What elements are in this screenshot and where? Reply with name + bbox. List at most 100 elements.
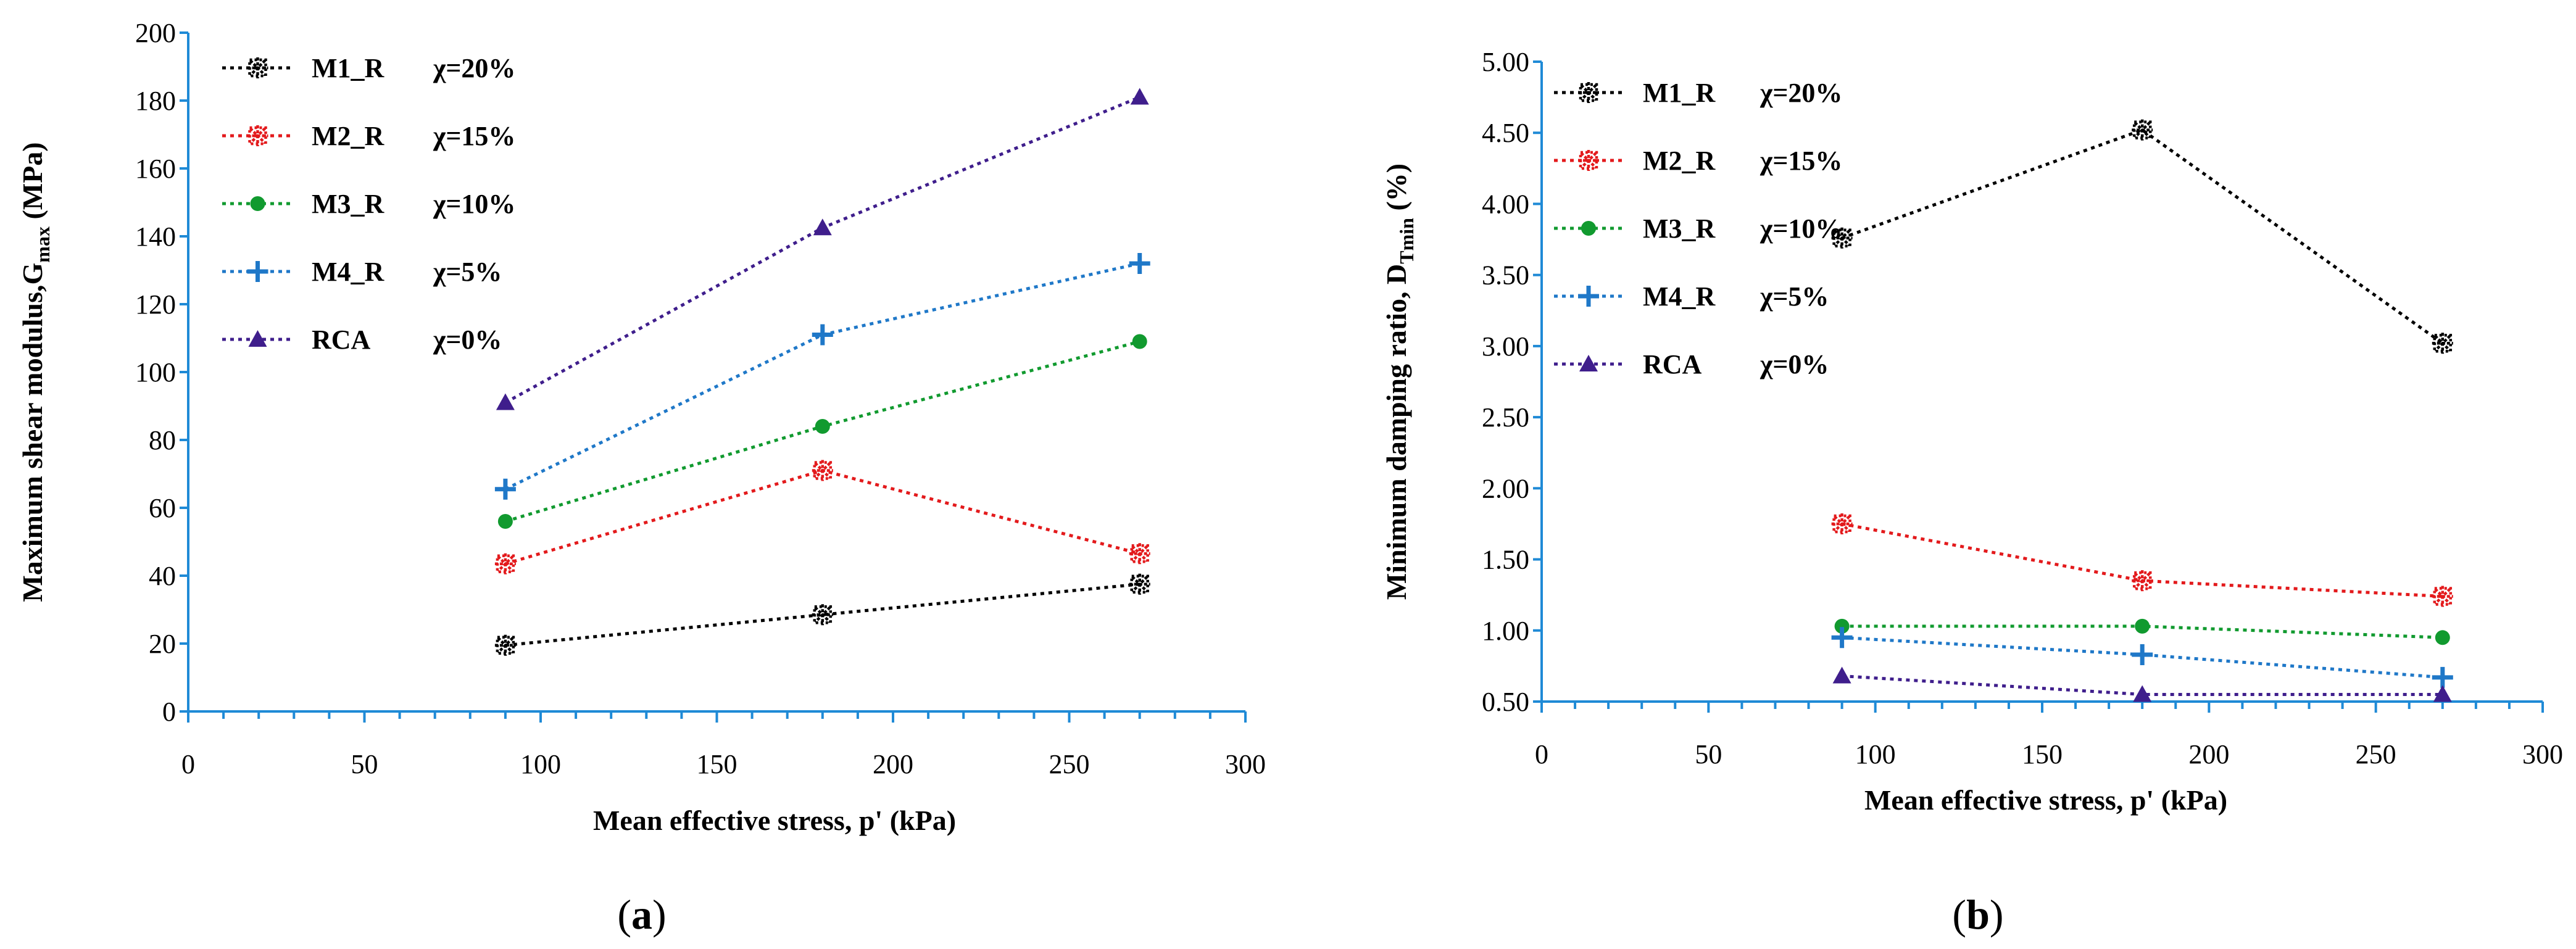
series-line — [1842, 674, 2443, 696]
y-axis-title-subscript: max — [31, 226, 54, 263]
marker-star-box — [2433, 334, 2453, 353]
marker-star-arm — [1131, 576, 1149, 593]
legend-entry: RCA χ=0% — [1554, 349, 1829, 379]
legend-entry: M1_R χ=20% — [1554, 78, 1842, 108]
marker-star-box — [1130, 574, 1149, 594]
marker-star-arm — [2434, 334, 2451, 352]
series-line — [505, 582, 1140, 647]
series-m4-r — [494, 253, 1150, 500]
x-tick-label: 0 — [181, 749, 195, 779]
panel-paren-open: ( — [1952, 891, 1966, 938]
series-m3-r — [497, 334, 1147, 529]
x-tick-label: 300 — [1225, 749, 1266, 779]
legend-chi: χ=15% — [433, 121, 515, 151]
legend-label: M4_R — [1643, 281, 1716, 312]
x-axis-title: Mean effective stress, p' (kPa) — [593, 805, 956, 836]
series-m2-r — [494, 460, 1150, 574]
data-point — [2132, 644, 2153, 665]
x-tick-label: 50 — [351, 749, 378, 779]
y-tick-label: 100 — [135, 357, 176, 387]
data-point — [497, 514, 513, 529]
y-tick-label: 180 — [135, 86, 176, 116]
panel-letter: a — [631, 891, 652, 938]
y-axis-title: Maximum shear modulus,Gmax (MPa) — [17, 142, 54, 602]
x-tick-label: 50 — [1695, 739, 1722, 769]
marker-star-arm — [1580, 84, 1597, 101]
marker-star-box — [2132, 120, 2152, 139]
y-tick-label: 4.50 — [1482, 118, 1529, 148]
y-tick-label: 60 — [149, 493, 176, 523]
y-tick-label: 140 — [135, 222, 176, 252]
legend-chi: χ=0% — [433, 325, 502, 355]
marker-star-arm — [1580, 152, 1597, 169]
legend-marker — [1578, 150, 1599, 171]
y-tick-label: 0 — [162, 697, 176, 727]
series-m4-r — [1831, 627, 2453, 688]
series-rca — [1832, 666, 2452, 702]
data-point — [494, 634, 516, 656]
marker-star-box — [496, 554, 515, 573]
legend-label: M3_R — [312, 189, 385, 219]
series-line — [1841, 128, 2444, 345]
y-tick-label: 2.50 — [1482, 402, 1529, 433]
marker-star-box — [1832, 514, 1851, 534]
marker-star-box — [2433, 587, 2453, 606]
data-point — [496, 393, 515, 410]
data-point — [494, 478, 516, 500]
panel-paren-close: ) — [652, 891, 667, 938]
y-tick-label: 1.00 — [1482, 616, 1529, 646]
marker-star-box — [248, 58, 267, 78]
legend-marker — [1581, 221, 1596, 236]
series-m2-r — [1831, 513, 2453, 607]
y-tick-label: 20 — [149, 629, 176, 659]
data-point — [494, 553, 516, 574]
legend: M1_R χ=20% M2_R χ=15% M3_R χ=10% M4_R χ=5% RCA χ=… — [222, 53, 515, 355]
legend-label: M3_R — [1643, 213, 1716, 244]
legend-marker — [250, 196, 265, 211]
marker-star-arm — [1833, 230, 1851, 247]
x-axis-title: Mean effective stress, p' (kPa) — [1864, 784, 2227, 816]
marker-star-box — [496, 636, 515, 655]
data-point — [1831, 513, 1853, 534]
data-point — [815, 419, 830, 434]
marker-star-arm — [1131, 545, 1149, 562]
marker-star-arm — [497, 555, 514, 573]
data-point — [1132, 334, 1147, 349]
data-point — [2432, 586, 2453, 607]
legend-chi: χ=20% — [1760, 78, 1842, 108]
data-point — [1834, 618, 1850, 634]
chart-a: 0 20 40 60 80 100 120 140 160 180 200 0 50 100 150 200 2… — [17, 18, 1266, 938]
data-point — [813, 218, 832, 236]
marker-star-box — [2132, 571, 2152, 591]
y-tick-label: 40 — [149, 561, 176, 591]
legend-entry: M2_R χ=15% — [1554, 146, 1842, 176]
series-line — [504, 262, 1141, 491]
x-tick-label: 250 — [1049, 749, 1090, 779]
y-axis-title-unit: (MPa) — [17, 142, 48, 226]
data-point — [2135, 618, 2150, 634]
x-tick-label: 100 — [1855, 739, 1896, 769]
y-tick-label: 160 — [135, 154, 176, 184]
legend-label: RCA — [312, 325, 371, 355]
y-tick-label: 4.00 — [1482, 189, 1529, 219]
legend-entry: M2_R χ=15% — [222, 121, 515, 151]
data-point — [1129, 573, 1150, 595]
legend-chi: χ=20% — [433, 53, 515, 83]
marker-star-arm — [2134, 122, 2151, 139]
marker-star-box — [1579, 83, 1598, 102]
panel-paren-close: ) — [1990, 891, 2004, 938]
series-line — [504, 96, 1141, 404]
data-point — [1129, 543, 1150, 565]
data-point — [2132, 570, 2153, 592]
legend-entry: M1_R χ=20% — [222, 53, 515, 83]
legend-chi: χ=10% — [1760, 213, 1842, 244]
data-point — [2433, 685, 2452, 702]
data-point — [1831, 227, 1853, 249]
data-point — [812, 604, 833, 626]
legend-entry: M3_R χ=10% — [1554, 213, 1842, 244]
chart-b: 0.50 1.00 1.50 2.00 2.50 3.00 3.50 4.00 4.50 5.00… — [1381, 47, 2563, 938]
data-point — [812, 324, 833, 346]
panel-letter: b — [1966, 891, 1990, 938]
marker-star-box — [813, 461, 833, 480]
series-m1-r — [1831, 119, 2453, 354]
